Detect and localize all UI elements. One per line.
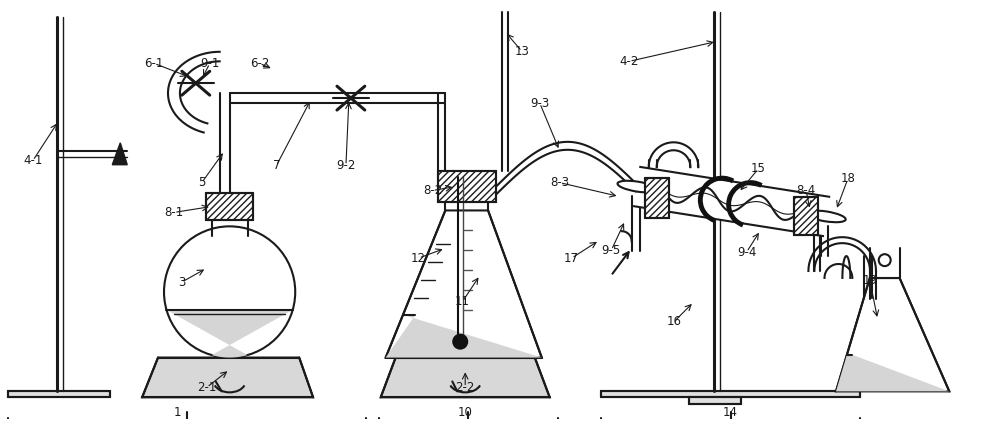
Polygon shape	[166, 310, 293, 357]
Text: 7: 7	[273, 159, 280, 172]
Circle shape	[879, 254, 891, 266]
Text: 4-2: 4-2	[620, 55, 639, 68]
Ellipse shape	[806, 210, 846, 222]
Polygon shape	[601, 392, 860, 397]
Text: 14: 14	[723, 406, 738, 419]
Text: 2-2: 2-2	[456, 381, 475, 394]
Text: 17: 17	[564, 252, 579, 265]
Polygon shape	[8, 392, 110, 397]
Text: 8-3: 8-3	[550, 176, 569, 189]
Text: 6-1: 6-1	[144, 57, 164, 70]
Text: 16: 16	[666, 315, 681, 328]
Polygon shape	[381, 357, 550, 397]
Text: 9-5: 9-5	[602, 244, 621, 257]
Polygon shape	[142, 357, 313, 397]
Text: 6-2: 6-2	[250, 57, 269, 70]
Text: 3: 3	[178, 275, 186, 288]
Text: 12: 12	[411, 252, 426, 265]
Polygon shape	[386, 210, 542, 357]
Polygon shape	[836, 354, 949, 392]
Polygon shape	[112, 143, 127, 165]
Text: 11: 11	[455, 296, 470, 309]
Text: 9-3: 9-3	[530, 96, 549, 109]
Text: 19: 19	[862, 274, 877, 287]
Text: 9-1: 9-1	[200, 57, 219, 70]
Text: 1: 1	[173, 406, 181, 419]
Polygon shape	[386, 315, 542, 357]
Text: 13: 13	[514, 45, 529, 58]
Ellipse shape	[618, 181, 657, 192]
Text: 18: 18	[840, 172, 855, 185]
Circle shape	[164, 226, 295, 357]
Text: 8-4: 8-4	[797, 184, 816, 197]
Polygon shape	[836, 278, 949, 392]
Text: 4-1: 4-1	[23, 154, 42, 167]
Text: 9-4: 9-4	[737, 246, 756, 258]
Bar	[438, 171, 496, 203]
Polygon shape	[689, 397, 741, 404]
Text: 8-1: 8-1	[164, 206, 184, 219]
Text: 10: 10	[458, 406, 473, 419]
Text: 15: 15	[751, 162, 766, 175]
Bar	[206, 192, 253, 220]
Circle shape	[453, 335, 467, 349]
Polygon shape	[634, 167, 829, 236]
Text: 2-1: 2-1	[197, 381, 216, 394]
Bar	[794, 197, 818, 235]
Text: 5: 5	[198, 176, 205, 189]
Text: 8-2: 8-2	[423, 184, 442, 197]
Bar	[645, 178, 669, 218]
Text: 9-2: 9-2	[336, 159, 356, 172]
